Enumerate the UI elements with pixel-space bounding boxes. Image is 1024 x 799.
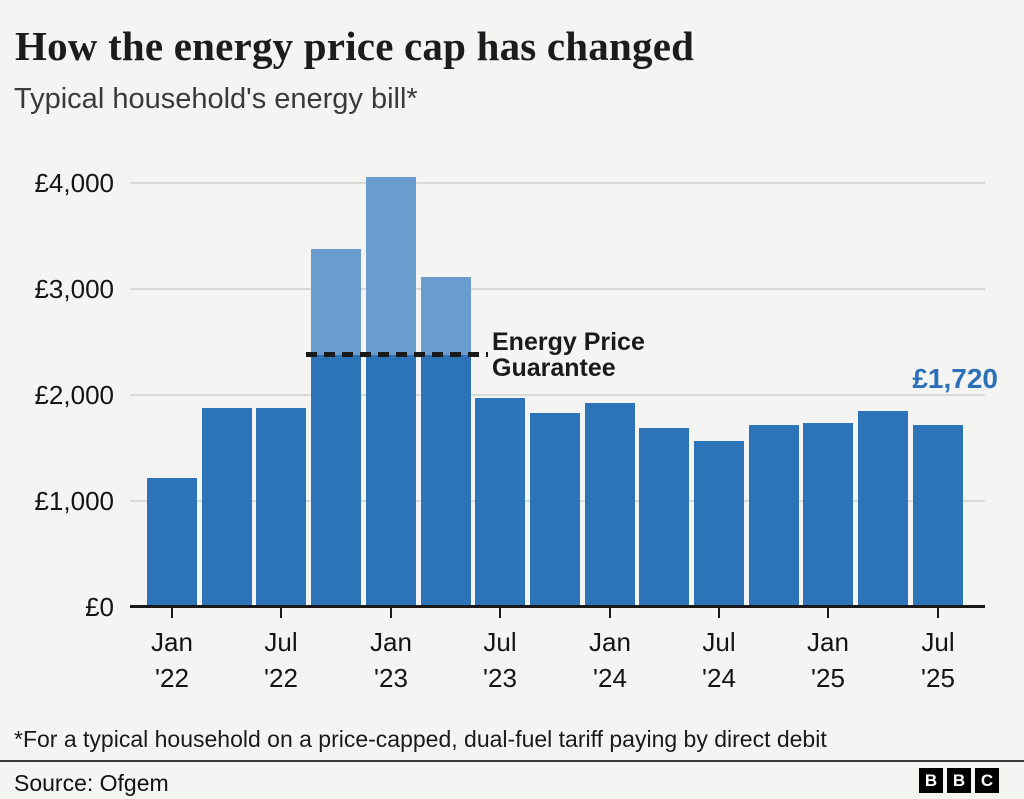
- bar-Apr '23: [421, 355, 471, 606]
- bar-Jul '24: [694, 441, 744, 606]
- x-axis-tick: [937, 608, 939, 618]
- chart-subtitle: Typical household's energy bill*: [14, 83, 418, 115]
- bar-Oct '23: [530, 413, 580, 606]
- y-axis-label: £4,000: [34, 168, 114, 198]
- bar-Apr '25: [858, 411, 908, 606]
- bbc-logo-block-b1: B: [919, 768, 943, 793]
- x-axis-label: Jul '22: [226, 624, 336, 696]
- bar-Jan '23: [366, 355, 416, 606]
- x-axis-tick: [280, 608, 282, 618]
- bar-Oct '24: [749, 425, 799, 606]
- x-axis-label-year: '25: [921, 663, 955, 693]
- x-axis-label: Jul '25: [883, 624, 993, 696]
- x-axis-label-year: '25: [811, 663, 845, 693]
- bar-Jan '25: [803, 423, 853, 606]
- x-axis-label-year: '24: [702, 663, 736, 693]
- x-axis-tick: [609, 608, 611, 618]
- epg-annotation-line2: Guarantee: [492, 354, 616, 382]
- x-axis-label-year: '22: [155, 663, 189, 693]
- bar-Jan '22: [147, 478, 197, 606]
- x-axis-label: Jul '24: [664, 624, 774, 696]
- bar-Apr '24: [639, 428, 689, 606]
- bar-Jul '25: [913, 425, 963, 606]
- x-axis-label-year: '22: [264, 663, 298, 693]
- bar-above-cap-Jan '23: [366, 177, 416, 355]
- y-axis-label: £0: [85, 592, 114, 622]
- x-axis-label-year: '23: [374, 663, 408, 693]
- bbc-logo: B B C: [919, 768, 999, 793]
- x-axis-tick: [499, 608, 501, 618]
- x-axis-label-year: '23: [483, 663, 517, 693]
- x-axis-tick: [718, 608, 720, 618]
- gridline-4000: [130, 182, 985, 184]
- x-axis-label-month: Jul: [483, 627, 517, 657]
- x-axis-label-month: Jul: [702, 627, 736, 657]
- bar-above-cap-Oct '22: [311, 249, 361, 355]
- x-axis-label-month: Jan: [807, 627, 849, 657]
- source-label: Source: Ofgem: [14, 770, 169, 796]
- x-axis-label-month: Jul: [264, 627, 298, 657]
- gridline-2000: [130, 394, 985, 396]
- bar-Jul '22: [256, 408, 306, 606]
- gridline-3000: [130, 288, 985, 290]
- bar-Apr '22: [202, 408, 252, 606]
- bbc-logo-block-b2: B: [947, 768, 971, 793]
- epg-annotation-line1: Energy Price: [492, 328, 645, 356]
- x-axis-tick: [171, 608, 173, 618]
- x-axis-label: Jul '23: [445, 624, 555, 696]
- x-axis-label-year: '24: [593, 663, 627, 693]
- latest-value-label: £1,720: [912, 363, 998, 394]
- x-axis-label-month: Jan: [151, 627, 193, 657]
- bar-above-cap-Apr '23: [421, 277, 471, 355]
- bar-Oct '22: [311, 355, 361, 606]
- bbc-logo-block-c: C: [975, 768, 999, 793]
- divider-line: [0, 760, 1024, 762]
- x-axis-tick: [827, 608, 829, 618]
- x-axis-label-month: Jan: [370, 627, 412, 657]
- x-axis-label: Jan '23: [336, 624, 446, 696]
- y-axis-label: £2,000: [34, 380, 114, 410]
- x-axis-label: Jan '22: [117, 624, 227, 696]
- y-axis-label: £1,000: [34, 486, 114, 516]
- x-axis-line: [130, 605, 985, 608]
- bar-Jan '24: [585, 403, 635, 606]
- epg-dashed-line: [306, 352, 488, 357]
- x-axis-label-month: Jan: [589, 627, 631, 657]
- x-axis-label: Jan '25: [773, 624, 883, 696]
- y-axis-label: £3,000: [34, 274, 114, 304]
- x-axis-label-month: Jul: [921, 627, 955, 657]
- chart-title: How the energy price cap has changed: [15, 23, 695, 69]
- x-axis-tick: [390, 608, 392, 618]
- epg-annotation: Energy Price Guarantee: [492, 329, 645, 381]
- x-axis-label: Jan '24: [555, 624, 665, 696]
- footnote: *For a typical household on a price-capp…: [14, 726, 827, 752]
- bar-Jul '23: [475, 398, 525, 606]
